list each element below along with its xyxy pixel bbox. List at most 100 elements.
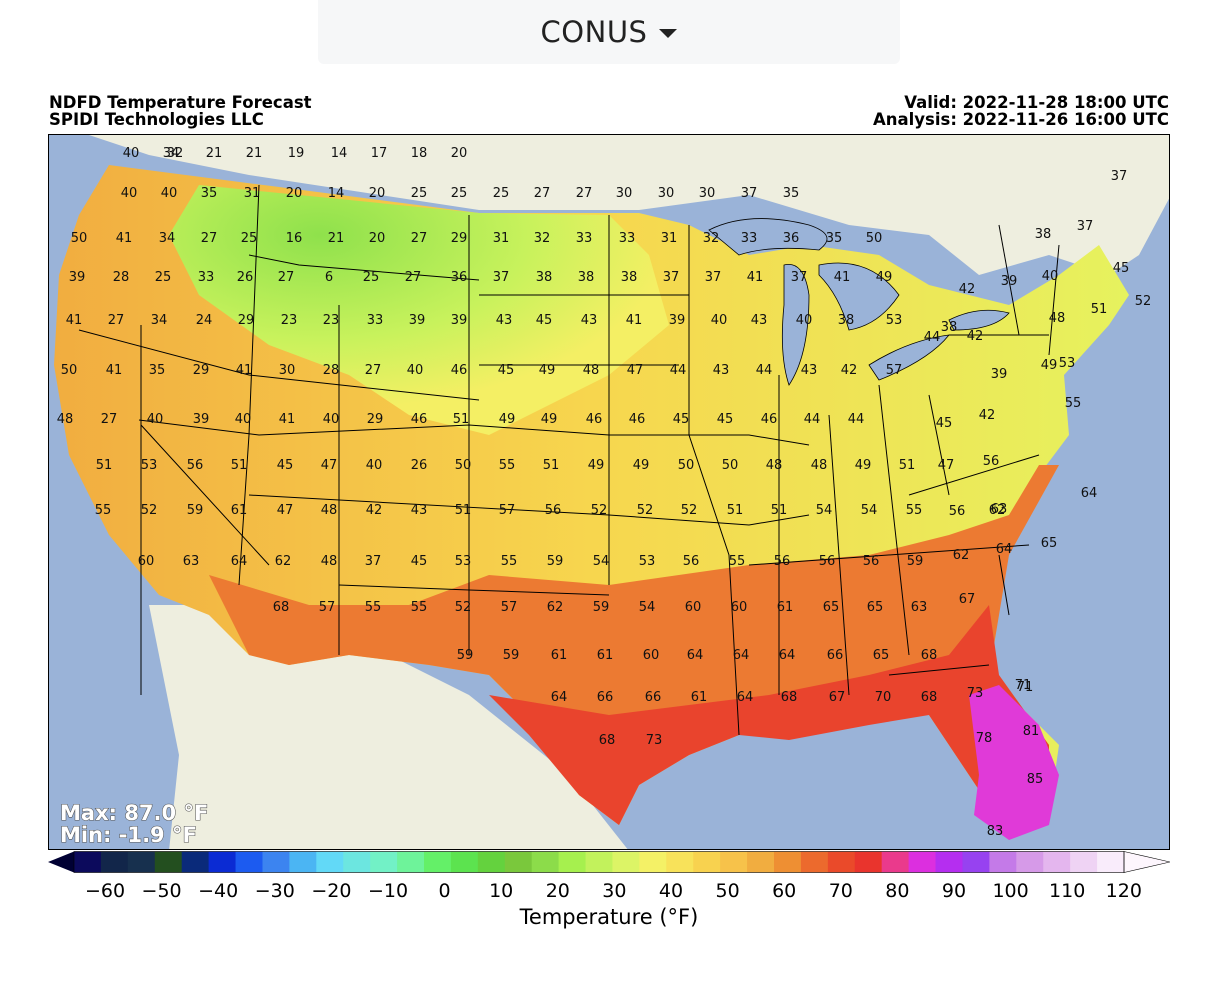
station-temperature-label: 52: [455, 600, 472, 615]
station-temperature-label: 60: [685, 600, 702, 615]
station-temperature-label: 21: [246, 146, 263, 161]
temperature-map[interactable]: 32 40 34 21 21 19 14 17 18 20 40 40 35 31 20 14 20 25 25 25…: [48, 134, 1170, 850]
title-line-2: SPIDI Technologies LLC: [49, 110, 264, 129]
station-temperature-label: 37: [705, 270, 722, 285]
station-temperature-label: 40: [161, 186, 178, 201]
station-temperature-label: 21: [328, 231, 345, 246]
station-temperature-label: 48: [811, 458, 828, 473]
station-temperature-label: 42: [979, 408, 996, 423]
station-temperature-label: 47: [321, 458, 338, 473]
station-temperature-label: 51: [231, 458, 248, 473]
station-temperature-label: 41: [834, 270, 851, 285]
station-temperature-label: 48: [57, 412, 74, 427]
station-temperature-label: 59: [907, 554, 924, 569]
station-temperature-label: 49: [855, 458, 872, 473]
station-temperature-label: 33: [619, 231, 636, 246]
station-temperature-label: 28: [323, 363, 340, 378]
map-title: NDFD Temperature Forecast SPIDI Technolo…: [49, 94, 312, 128]
colorbar-outline: [73, 851, 1125, 873]
station-temperature-label: 68: [781, 690, 798, 705]
station-temperature-label: 30: [279, 363, 296, 378]
station-temperature-label: 41: [236, 363, 253, 378]
colorbar-segment: [1043, 851, 1071, 873]
station-temperature-label: 20: [451, 146, 468, 161]
analysis-time: Analysis: 2022-11-26 16:00 UTC: [872, 110, 1169, 129]
station-temperature-label: 43: [581, 313, 598, 328]
station-temperature-label: 68: [921, 690, 938, 705]
florida-hot: [969, 685, 1059, 840]
station-temperature-label: 33: [367, 313, 384, 328]
station-temperature-label: 41: [116, 231, 133, 246]
station-temperature-label: 56: [983, 454, 1000, 469]
station-temperature-label: 41: [279, 412, 296, 427]
station-temperature-label: 34: [163, 146, 180, 161]
station-temperature-label: 55: [365, 600, 382, 615]
station-temperature-label: 54: [639, 600, 656, 615]
station-temperature-label: 59: [547, 554, 564, 569]
station-temperature-label: 53: [455, 554, 472, 569]
station-temperature-label: 27: [411, 231, 428, 246]
station-temperature-label: 49: [876, 270, 893, 285]
station-temperature-label: 37: [1077, 219, 1094, 234]
colorbar-segment: [666, 851, 694, 873]
station-temperature-label: 29: [193, 363, 210, 378]
colorbar-segment: [370, 851, 398, 873]
station-temperature-label: 43: [411, 503, 428, 518]
colorbar-segment: [962, 851, 990, 873]
station-temperature-label: 66: [597, 690, 614, 705]
station-temperature-label: 40: [147, 412, 164, 427]
station-temperature-label: 83: [987, 824, 1004, 839]
station-temperature-label: 49: [499, 412, 516, 427]
station-temperature-label: 51: [455, 503, 472, 518]
station-temperature-label: 36: [451, 270, 468, 285]
station-temperature-label: 29: [238, 313, 255, 328]
station-temperature-label: 53: [886, 313, 903, 328]
station-temperature-label: 42: [841, 363, 858, 378]
station-temperature-label: 52: [1135, 294, 1152, 309]
colorbar-tick-label: −50: [141, 880, 182, 902]
station-temperature-label: 39: [669, 313, 686, 328]
station-temperature-label: 46: [761, 412, 778, 427]
station-temperature-label: 39: [409, 313, 426, 328]
station-temperature-label: 26: [237, 270, 254, 285]
station-temperature-label: 49: [588, 458, 605, 473]
station-temperature-label: 38: [621, 270, 638, 285]
station-temperature-label: 63: [911, 600, 928, 615]
station-temperature-label: 54: [861, 503, 878, 518]
station-temperature-label: 56: [774, 554, 791, 569]
station-temperature-label: 61: [231, 503, 248, 518]
station-temperature-label: 64: [737, 690, 754, 705]
station-temperature-label: 27: [405, 270, 422, 285]
station-temperature-label: 59: [457, 648, 474, 663]
station-temperature-label: 57: [499, 503, 516, 518]
station-temperature-label: 42: [366, 503, 383, 518]
colorbar-tick-label: 10: [489, 880, 514, 902]
hot-gulf-region: [489, 605, 1049, 835]
station-temperature-label: 64: [1081, 486, 1098, 501]
colorbar-segment: [1070, 851, 1098, 873]
station-temperature-label: 31: [661, 231, 678, 246]
station-temperature-label: 47: [277, 503, 294, 518]
station-temperature-label: 55: [729, 554, 746, 569]
station-temperature-label: 71: [1015, 678, 1032, 693]
colorbar-max-extend: [1123, 851, 1170, 873]
station-temperature-label: 50: [61, 363, 78, 378]
station-temperature-label: 67: [959, 592, 976, 607]
station-temperature-label: 40: [366, 458, 383, 473]
station-temperature-label: 25: [155, 270, 172, 285]
colorbar-segment: [450, 851, 479, 873]
colorbar-tick-label: −60: [84, 880, 126, 902]
station-temperature-label: 65: [873, 648, 890, 663]
colorbar-segment: [316, 851, 344, 873]
station-temperature-label: 57: [319, 600, 336, 615]
canada-land: [89, 135, 1169, 275]
station-temperature-label: 43: [496, 313, 513, 328]
colorbar-segment: [235, 851, 263, 873]
lake-huron: [818, 262, 900, 331]
colorbar-tick-label: −20: [311, 880, 352, 902]
region-dropdown[interactable]: CONUS: [318, 0, 900, 64]
station-temperature-label: 38: [838, 313, 855, 328]
temperature-colorbar: [48, 851, 1170, 873]
station-temperature-label: 33: [576, 231, 593, 246]
station-temperature-label: 46: [586, 412, 603, 427]
